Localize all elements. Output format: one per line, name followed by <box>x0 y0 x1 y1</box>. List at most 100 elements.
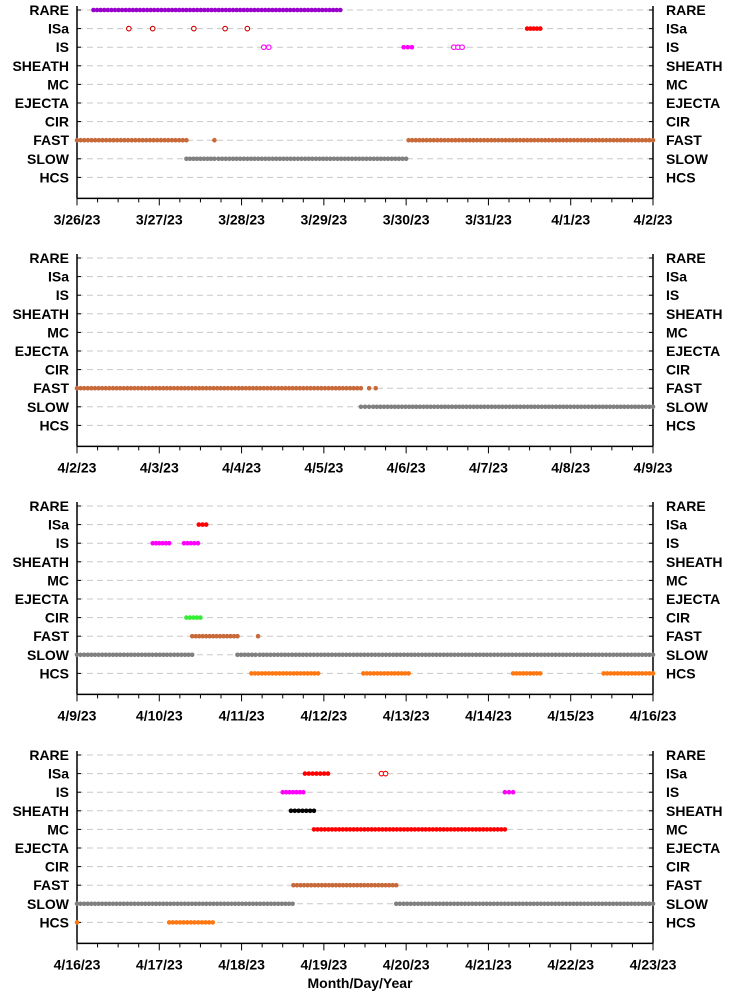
data-point-rare <box>305 7 311 13</box>
data-point-slow <box>423 652 428 658</box>
data-point-slow <box>372 652 378 658</box>
data-point-fast <box>74 385 80 391</box>
data-point-fast <box>340 385 346 391</box>
data-point-slow <box>535 404 541 410</box>
data-point-fast <box>74 137 80 143</box>
data-point-slow <box>284 156 290 162</box>
data-point-hcs <box>312 671 317 676</box>
data-point-hcs <box>166 920 172 925</box>
data-point-slow <box>498 901 504 907</box>
data-point-slow <box>643 901 649 907</box>
data-point-slow <box>520 652 526 658</box>
data-point-slow <box>139 901 144 907</box>
data-point-slow <box>99 901 105 907</box>
data-point-slow <box>560 652 566 658</box>
data-point-is <box>260 44 267 51</box>
data-point-fast <box>265 385 270 391</box>
data-point-slow <box>574 652 580 658</box>
data-point-fast <box>254 385 259 391</box>
x-tick-label: 4/16/23 <box>630 707 677 723</box>
x-tick-label: 3/27/23 <box>136 211 183 227</box>
data-point-is <box>502 789 508 795</box>
data-point-slow <box>289 652 295 658</box>
y-tick-label-right: EJECTA <box>666 591 720 607</box>
y-tick-label-left: FAST <box>33 877 69 893</box>
data-point-mc <box>390 827 396 832</box>
data-point-fast <box>524 137 530 143</box>
y-tick-label-right: SLOW <box>666 399 709 415</box>
data-point-slow <box>186 652 191 658</box>
data-point-rare <box>316 7 322 13</box>
data-point-slow <box>610 901 616 907</box>
data-point-slow <box>282 652 288 658</box>
y-tick-label-right: FAST <box>666 132 702 148</box>
x-tick-label: 4/15/23 <box>547 707 594 723</box>
data-point-slow <box>299 156 304 162</box>
data-point-fast <box>96 137 102 143</box>
data-point-fast <box>449 137 455 143</box>
data-point-fast <box>647 137 652 143</box>
data-point-fast <box>413 137 419 143</box>
data-point-slow <box>586 404 591 410</box>
data-point-slow <box>593 404 598 410</box>
data-point-mc <box>477 827 482 832</box>
data-point-isa <box>537 26 543 31</box>
data-point-slow <box>534 901 540 907</box>
data-point-fast <box>107 385 112 391</box>
data-point-slow <box>611 404 616 410</box>
data-point-slow <box>629 652 634 658</box>
data-point-fast <box>81 385 87 391</box>
data-point-slow <box>636 404 641 410</box>
data-point-slow <box>385 156 391 162</box>
data-point-slow <box>275 901 281 907</box>
data-point-slow <box>477 652 483 658</box>
data-point-hcs <box>402 671 408 676</box>
data-point-hcs <box>174 920 179 925</box>
x-axis-label: Month/Day/Year <box>307 975 413 991</box>
data-point-hcs <box>287 671 293 676</box>
data-point-hcs <box>195 920 201 925</box>
data-point-fast <box>564 137 570 143</box>
data-point-hcs <box>170 920 176 925</box>
data-point-slow <box>85 901 91 907</box>
data-point-slow <box>439 404 444 410</box>
data-point-slow <box>227 156 232 162</box>
data-point-isa <box>531 26 536 31</box>
data-point-slow <box>186 901 191 907</box>
data-point-hcs <box>388 671 394 676</box>
data-point-slow <box>419 901 424 907</box>
data-point-fast <box>135 385 141 391</box>
data-point-slow <box>506 652 511 658</box>
data-point-slow <box>201 156 207 162</box>
data-point-slow <box>636 901 641 907</box>
data-point-fast <box>373 385 378 391</box>
data-point-slow <box>625 901 630 907</box>
data-point-slow <box>484 652 490 658</box>
data-point-is <box>153 540 159 546</box>
data-point-hcs <box>308 671 314 676</box>
x-tick-label: 4/10/23 <box>136 707 183 723</box>
data-point-isa <box>125 25 132 32</box>
data-point-slow <box>96 652 101 658</box>
data-point-slow <box>471 404 476 410</box>
data-point-slow <box>495 652 501 658</box>
y-tick-label-left: EJECTA <box>15 95 69 111</box>
data-point-fast <box>255 633 261 639</box>
y-tick-label-right: SLOW <box>666 151 709 167</box>
data-point-fast <box>275 385 281 391</box>
y-tick-label-right: CIR <box>666 114 690 130</box>
data-point-fast <box>125 137 131 143</box>
data-point-mc <box>311 827 317 832</box>
data-point-hcs <box>256 671 261 676</box>
data-point-slow <box>455 901 461 907</box>
data-point-rare <box>248 7 254 13</box>
data-point-fast <box>78 385 83 391</box>
data-point-slow <box>434 652 439 658</box>
data-point-slow <box>132 652 137 658</box>
data-point-slow <box>509 901 515 907</box>
data-point-mc <box>444 827 450 832</box>
data-point-fast <box>225 385 231 391</box>
data-point-rare <box>266 7 272 13</box>
data-point-slow <box>338 156 344 162</box>
data-point-fast <box>298 882 303 888</box>
